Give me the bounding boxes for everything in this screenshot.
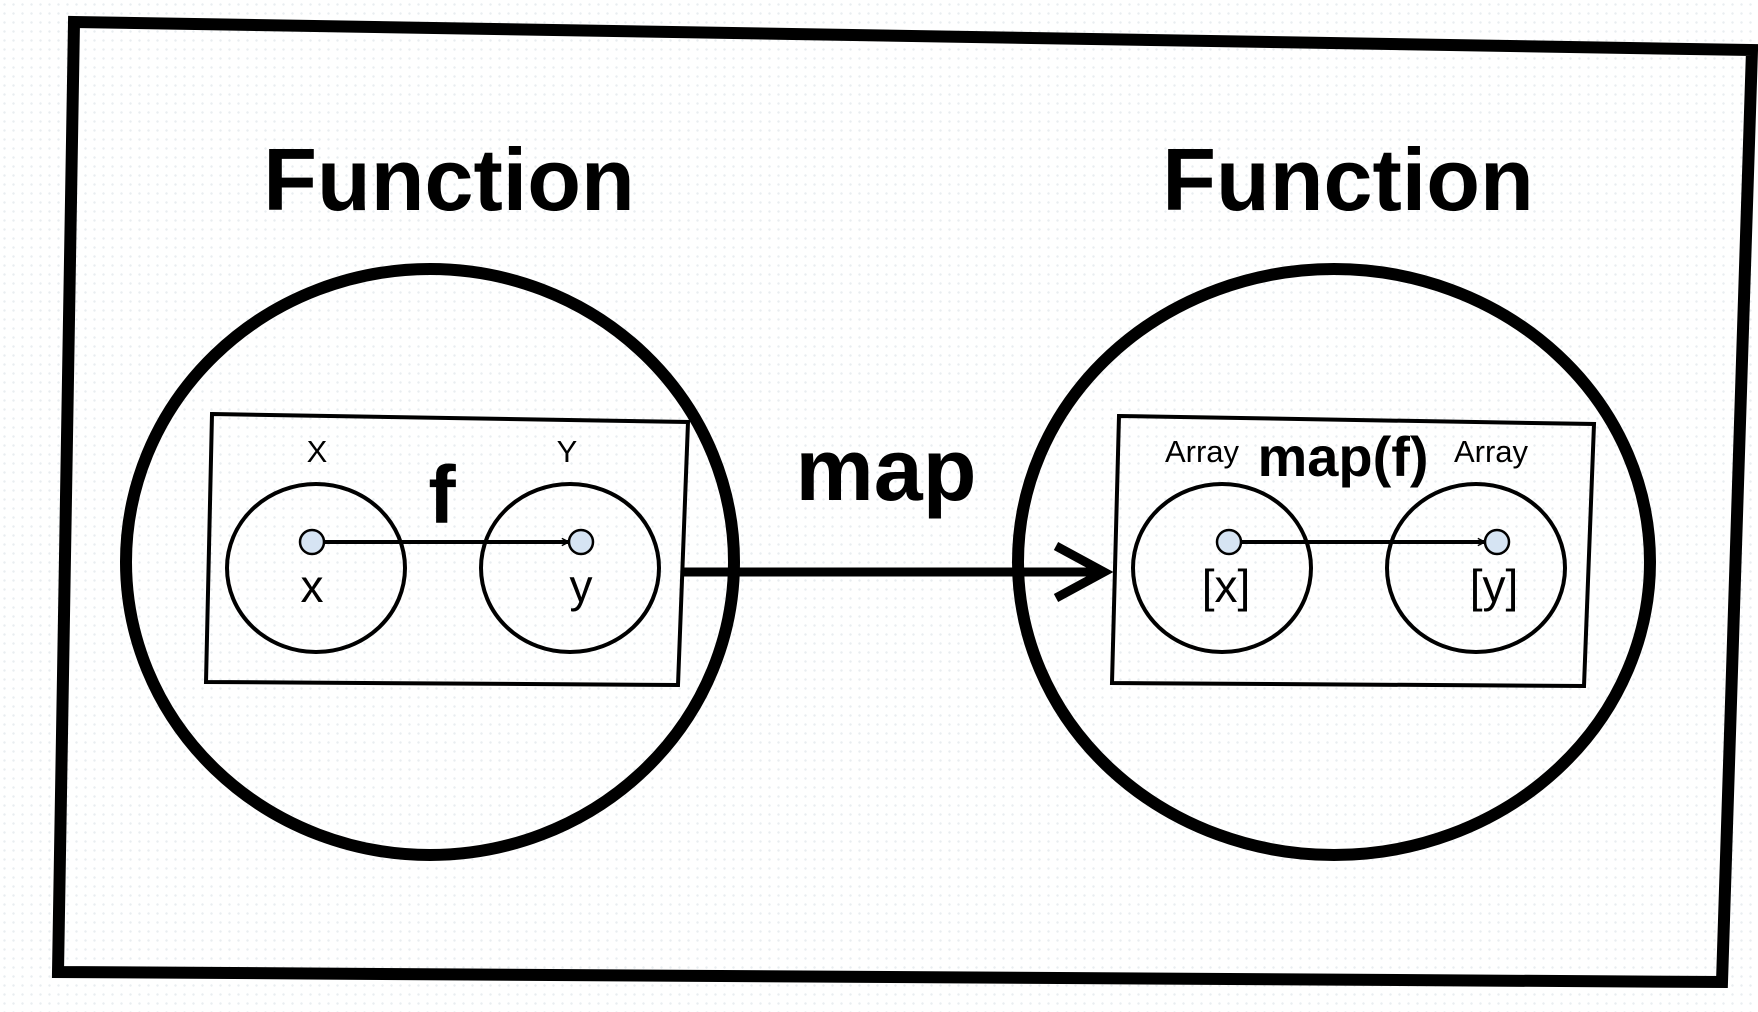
left-element-y-label: y (570, 560, 593, 612)
right-domain-label: Array (1165, 434, 1240, 469)
left-codomain-label: Y (557, 434, 578, 469)
outer-frame (51, 15, 1758, 989)
left-element-y-point (567, 528, 595, 556)
left-codomain-set (479, 482, 661, 654)
right-category: Function Array Array map(f) [x] [y] (1012, 130, 1656, 861)
left-category-title: Function (263, 130, 634, 229)
right-codomain-set (1385, 482, 1567, 654)
right-element-x-point (1215, 528, 1243, 556)
left-domain-label: X (307, 434, 328, 469)
functor-arrow-head (1053, 542, 1114, 602)
functor-label: map (796, 420, 977, 519)
right-morphism-box: Array Array map(f) [x] [y] (1109, 413, 1597, 689)
right-morphism-frame (1109, 413, 1597, 689)
right-element-y-label: [y] (1470, 560, 1519, 612)
left-element-x-point (298, 528, 326, 556)
left-domain-set (225, 482, 407, 654)
right-domain-set (1131, 482, 1313, 654)
left-element-x-label: x (301, 560, 324, 612)
left-morphism-label: f (428, 450, 456, 541)
right-category-title: Function (1162, 130, 1533, 229)
left-morphism-frame (203, 411, 691, 688)
right-element-x-label: [x] (1202, 560, 1251, 612)
left-category: Function X Y f x y (120, 130, 740, 861)
right-codomain-label: Array (1454, 434, 1529, 469)
right-morphism-label: map(f) (1257, 425, 1428, 488)
functor-arrow: map (684, 420, 1114, 602)
left-morphism-box: X Y f x y (203, 411, 691, 688)
right-element-y-point (1483, 528, 1511, 556)
right-category-ellipse (1012, 263, 1656, 861)
left-category-ellipse (120, 263, 740, 861)
